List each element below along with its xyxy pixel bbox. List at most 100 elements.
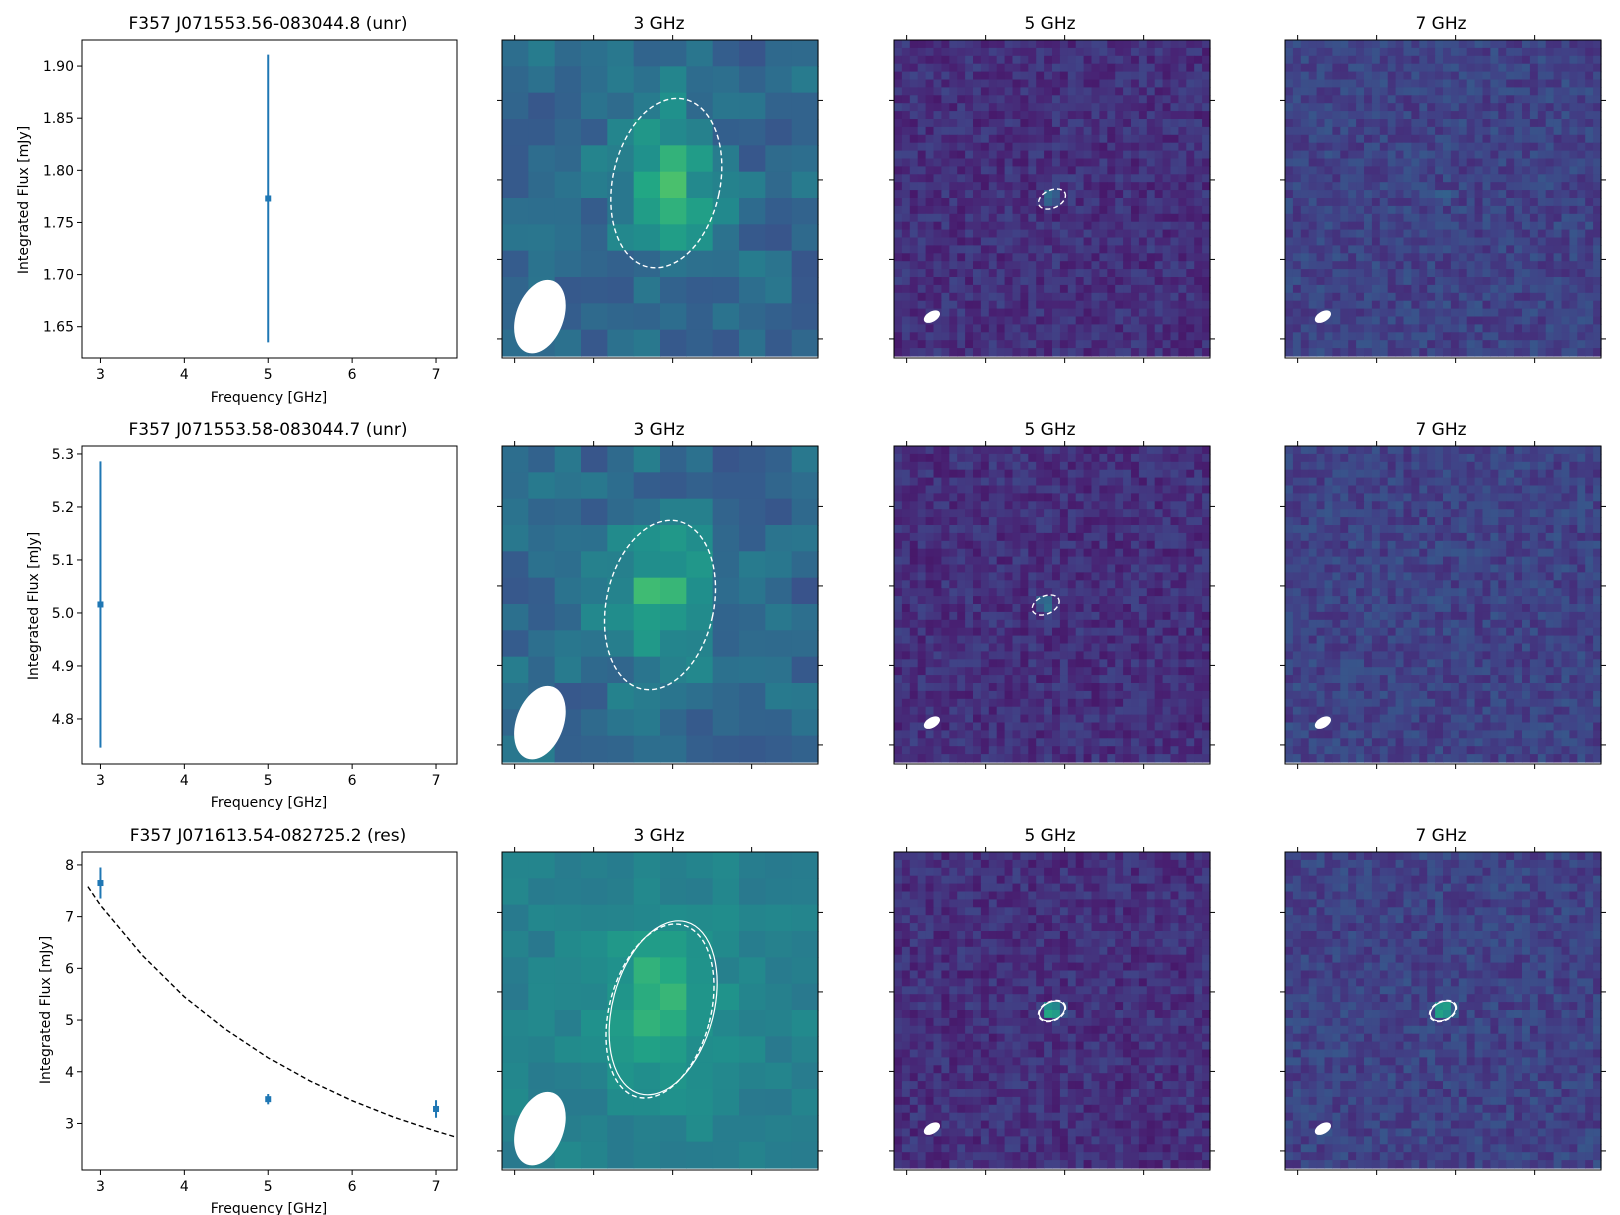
source-ellipse: [1037, 999, 1067, 1023]
axes-frame: [81, 39, 458, 359]
y-tick-label: 5.2: [52, 500, 74, 516]
x-tick-label: 5: [264, 367, 273, 383]
beam-ellipse: [514, 685, 566, 760]
image-panels: [497, 35, 1606, 1175]
pixel-grid: [894, 852, 1211, 1169]
beam-ellipse: [1314, 310, 1331, 323]
image-ticks: [889, 35, 1215, 363]
y-tick-label: 5.1: [52, 553, 74, 569]
image-frame: [893, 39, 1211, 359]
image-frame: [501, 851, 819, 1171]
image-frame: [1284, 39, 1602, 359]
x-tick-label: 7: [432, 367, 441, 383]
image-frame: [1284, 445, 1602, 765]
x-tick-label: 6: [348, 1179, 357, 1195]
x-tick-label: 6: [348, 367, 357, 383]
image-ticks: [889, 847, 1215, 1175]
image-title: 3 GHz: [633, 14, 684, 34]
x-tick-label: 5: [264, 1179, 273, 1195]
y-tick-label: 1.75: [43, 215, 74, 231]
beam-ellipse: [923, 716, 940, 729]
axes-frame: [81, 445, 458, 765]
beam-ellipse: [923, 310, 940, 323]
data-point: [97, 880, 104, 887]
spectrum-panels: 3 4 5 6 7 1.65 1.70 1.75 1.80 1.85 1.90 3 4 5 6 7 4.8 4.9…: [43, 39, 458, 1195]
y-tick-label: 5: [65, 1013, 74, 1029]
fit-curve: [87, 886, 457, 1139]
image-ticks: [1280, 35, 1606, 363]
beam-ellipse: [1314, 716, 1331, 729]
x-tick-label: 6: [348, 773, 357, 789]
plot-area: [97, 461, 104, 748]
image-frame: [1284, 851, 1602, 1171]
x-axis-label: Frequency [GHz]: [211, 1201, 327, 1215]
x-tick-label: 3: [96, 1179, 105, 1195]
beam-ellipse: [1314, 1122, 1331, 1135]
source-ellipse: [608, 920, 718, 1096]
image-title: 7 GHz: [1415, 14, 1466, 34]
y-tick-label: 5.3: [52, 447, 74, 463]
image-frame: [893, 445, 1211, 765]
radio-image-map: [1280, 441, 1606, 769]
pixel-grid: [502, 40, 819, 357]
source-ellipse: [1037, 188, 1067, 210]
source-ellipse: [1031, 594, 1060, 616]
x-axis-label: Frequency [GHz]: [211, 795, 327, 811]
x-tick-label: 4: [180, 1179, 189, 1195]
spectrum-title: F357 J071553.56-083044.8 (unr): [128, 14, 407, 34]
spectrum-title: F357 J071613.54-082725.2 (res): [130, 826, 406, 846]
x-tick-label: 4: [180, 367, 189, 383]
spectrum-plot: 3 4 5 6 7 3 4 5 6 7 8: [65, 851, 458, 1195]
source-ellipse: [1038, 1000, 1066, 1022]
y-tick-label: 4.9: [52, 659, 74, 675]
pixel-grid: [1285, 446, 1602, 763]
beam-ellipse: [514, 279, 566, 354]
y-tick-label: 3: [65, 1116, 74, 1132]
row-3: F357 J071613.54-082725.2 (res) 3 GHz 5 G…: [38, 826, 1467, 1215]
y-axis-label: Integrated Flux [mJy]: [38, 936, 54, 1084]
source-ellipse: [1429, 1000, 1457, 1022]
image-title: 7 GHz: [1415, 420, 1466, 440]
radio-image-map: [889, 441, 1215, 769]
y-tick-label: 7: [65, 910, 74, 926]
data-point: [433, 1105, 440, 1112]
y-tick-label: 1.85: [43, 111, 74, 127]
x-axis-label: Frequency [GHz]: [211, 390, 327, 406]
radio-image-map: [497, 847, 823, 1175]
spectrum-plot: 3 4 5 6 7 4.8 4.9 5.0 5.1 5.2 5.3: [52, 445, 458, 789]
y-tick-label: 8: [65, 858, 74, 874]
image-ticks: [889, 441, 1215, 769]
image-ticks: [1280, 441, 1606, 769]
data-point: [97, 601, 104, 608]
pixel-grid: [1285, 40, 1602, 357]
y-tick-label: 4.8: [52, 712, 74, 728]
radio-image-map: [1280, 35, 1606, 363]
image-title: 5 GHz: [1024, 826, 1075, 846]
source-ellipse: [605, 923, 715, 1099]
image-title: 5 GHz: [1024, 420, 1075, 440]
image-title: 3 GHz: [633, 826, 684, 846]
y-tick-label: 1.65: [43, 320, 74, 336]
image-title: 7 GHz: [1415, 826, 1466, 846]
plot-area: [87, 867, 457, 1139]
spectrum-plot: 3 4 5 6 7 1.65 1.70 1.75 1.80 1.85 1.90: [43, 39, 458, 383]
spectrum-title: F357 J071553.58-083044.7 (unr): [128, 420, 407, 440]
axes-frame: [81, 851, 458, 1171]
y-tick-label: 1.70: [43, 268, 74, 284]
pixel-grid: [1285, 852, 1602, 1169]
source-ellipse: [1428, 999, 1458, 1023]
image-frame: [893, 851, 1211, 1171]
data-point: [265, 1096, 272, 1103]
x-tick-label: 3: [96, 367, 105, 383]
plot-area: [265, 54, 272, 343]
pixel-grid: [502, 852, 819, 1169]
beam-ellipse: [923, 1122, 940, 1135]
y-axis-label: Integrated Flux [mJy]: [16, 126, 32, 274]
row-2: F357 J071553.58-083044.7 (unr) 3 GHz 5 G…: [26, 420, 1467, 811]
image-ticks: [497, 35, 823, 363]
y-tick-label: 5.0: [52, 606, 74, 622]
data-point: [265, 195, 272, 202]
radio-image-map: [889, 847, 1215, 1175]
radio-image-map: [1280, 847, 1606, 1175]
